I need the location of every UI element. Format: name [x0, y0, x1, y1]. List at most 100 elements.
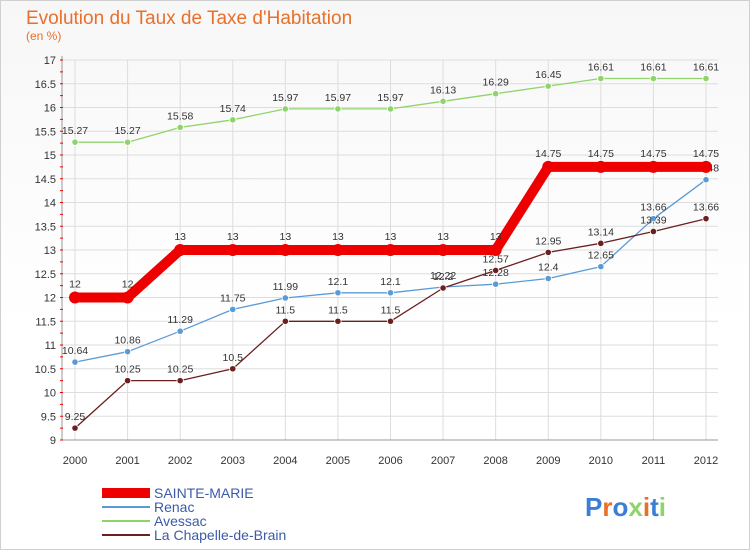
y-tick-label: 13.5	[35, 221, 56, 233]
data-label: 13	[279, 231, 291, 243]
data-label: 12.95	[535, 235, 561, 247]
data-point	[439, 97, 447, 105]
data-point	[71, 424, 79, 432]
data-label: 14.75	[693, 148, 719, 160]
data-label: 11.5	[275, 304, 295, 316]
data-point	[71, 138, 79, 146]
data-label: 12.4	[538, 262, 559, 274]
data-point	[176, 123, 184, 132]
data-label: 13.66	[640, 202, 666, 214]
proxiti-logo: Proxiti	[585, 492, 666, 522]
data-label: 14.75	[588, 148, 614, 160]
data-label: 15.27	[114, 125, 140, 137]
data-point	[229, 365, 237, 373]
y-tick-label: 16	[44, 103, 56, 115]
data-label: 13.14	[588, 226, 614, 238]
data-point	[334, 317, 342, 325]
legend-label: Avessac	[154, 513, 207, 529]
data-point	[702, 74, 710, 83]
data-point	[121, 291, 134, 304]
logo-letter: r	[602, 492, 612, 522]
x-tick-label: 2003	[221, 455, 245, 467]
data-point	[597, 74, 605, 83]
data-point	[229, 305, 237, 313]
data-label: 15.58	[167, 110, 193, 122]
data-point	[544, 248, 552, 256]
data-point	[174, 244, 187, 256]
data-label: 15.97	[325, 92, 351, 104]
x-tick-label: 2005	[326, 455, 350, 467]
chart-subtitle: (en %)	[26, 29, 61, 43]
chart-title: Evolution du Taux de Taxe d'Habitation	[26, 8, 352, 29]
y-tick-label: 11	[45, 340, 56, 352]
y-tick-label: 12.5	[35, 269, 56, 281]
data-label: 13	[227, 231, 239, 243]
data-point	[176, 377, 184, 385]
data-point	[597, 263, 605, 271]
data-label: 16.45	[535, 69, 561, 81]
data-point	[597, 239, 605, 247]
data-label: 11.29	[167, 314, 193, 326]
logo-letter: o	[612, 492, 628, 522]
y-tick-label: 10	[44, 388, 56, 400]
data-point	[702, 215, 710, 223]
data-point	[386, 105, 395, 113]
y-tick-label: 9	[50, 435, 56, 447]
data-point	[492, 280, 500, 288]
data-point	[331, 244, 344, 256]
data-label: 12.57	[483, 253, 509, 265]
data-label: 16.61	[640, 62, 666, 74]
legend-label: SAINTE-MARIE	[154, 485, 254, 501]
logo-letter: i	[643, 492, 650, 522]
logo-letter: i	[659, 492, 666, 522]
data-label: 9.25	[65, 411, 86, 423]
data-point	[439, 284, 447, 292]
logo-letter: P	[585, 492, 602, 522]
x-tick-label: 2009	[536, 455, 560, 467]
y-tick-label: 15	[44, 150, 56, 162]
data-point	[702, 176, 710, 184]
y-tick-label: 14.5	[35, 174, 56, 186]
data-point	[544, 82, 552, 90]
data-point	[281, 317, 289, 325]
data-point	[123, 348, 132, 356]
data-label: 15.97	[272, 92, 298, 104]
x-tick-label: 2007	[431, 455, 455, 467]
legend-label: La Chapelle-de-Brain	[154, 527, 286, 543]
data-label: 14.75	[535, 148, 561, 160]
y-tick-label: 16.5	[35, 79, 56, 91]
data-point	[544, 274, 552, 283]
data-point	[700, 160, 712, 173]
data-point	[229, 116, 237, 124]
data-label: 12.1	[328, 276, 349, 288]
data-label: 13	[437, 231, 449, 243]
data-label: 11.5	[328, 304, 348, 316]
data-point	[386, 317, 395, 325]
data-point	[281, 105, 289, 113]
y-tick-label: 10.5	[35, 364, 56, 376]
data-point	[123, 138, 132, 146]
y-tick-label: 12	[44, 293, 56, 305]
x-tick-label: 2011	[642, 455, 666, 467]
data-label: 13	[174, 231, 186, 243]
data-point	[492, 266, 500, 275]
y-tick-label: 15.5	[35, 126, 56, 138]
y-tick-label: 17	[44, 55, 56, 67]
data-label: 13	[385, 231, 397, 243]
data-label: 11.5	[381, 304, 401, 316]
data-label: 15.97	[377, 92, 403, 104]
data-point	[492, 90, 500, 98]
data-point	[281, 294, 289, 302]
data-point	[649, 215, 658, 223]
data-label: 12.2	[433, 271, 454, 283]
data-label: 10.25	[114, 364, 140, 376]
data-label: 13.39	[640, 214, 666, 226]
data-label: 13.66	[693, 202, 719, 214]
data-label: 16.61	[693, 62, 719, 74]
data-label: 15.74	[220, 103, 246, 115]
data-label: 16.29	[483, 77, 509, 89]
data-label: 12.22	[430, 270, 456, 282]
axes: 9 9.5 10 10.5 11 11.5 12 12.5 13 13.5 14 14.5 15 15.5…	[35, 55, 719, 467]
data-label: 12.1	[380, 276, 401, 288]
